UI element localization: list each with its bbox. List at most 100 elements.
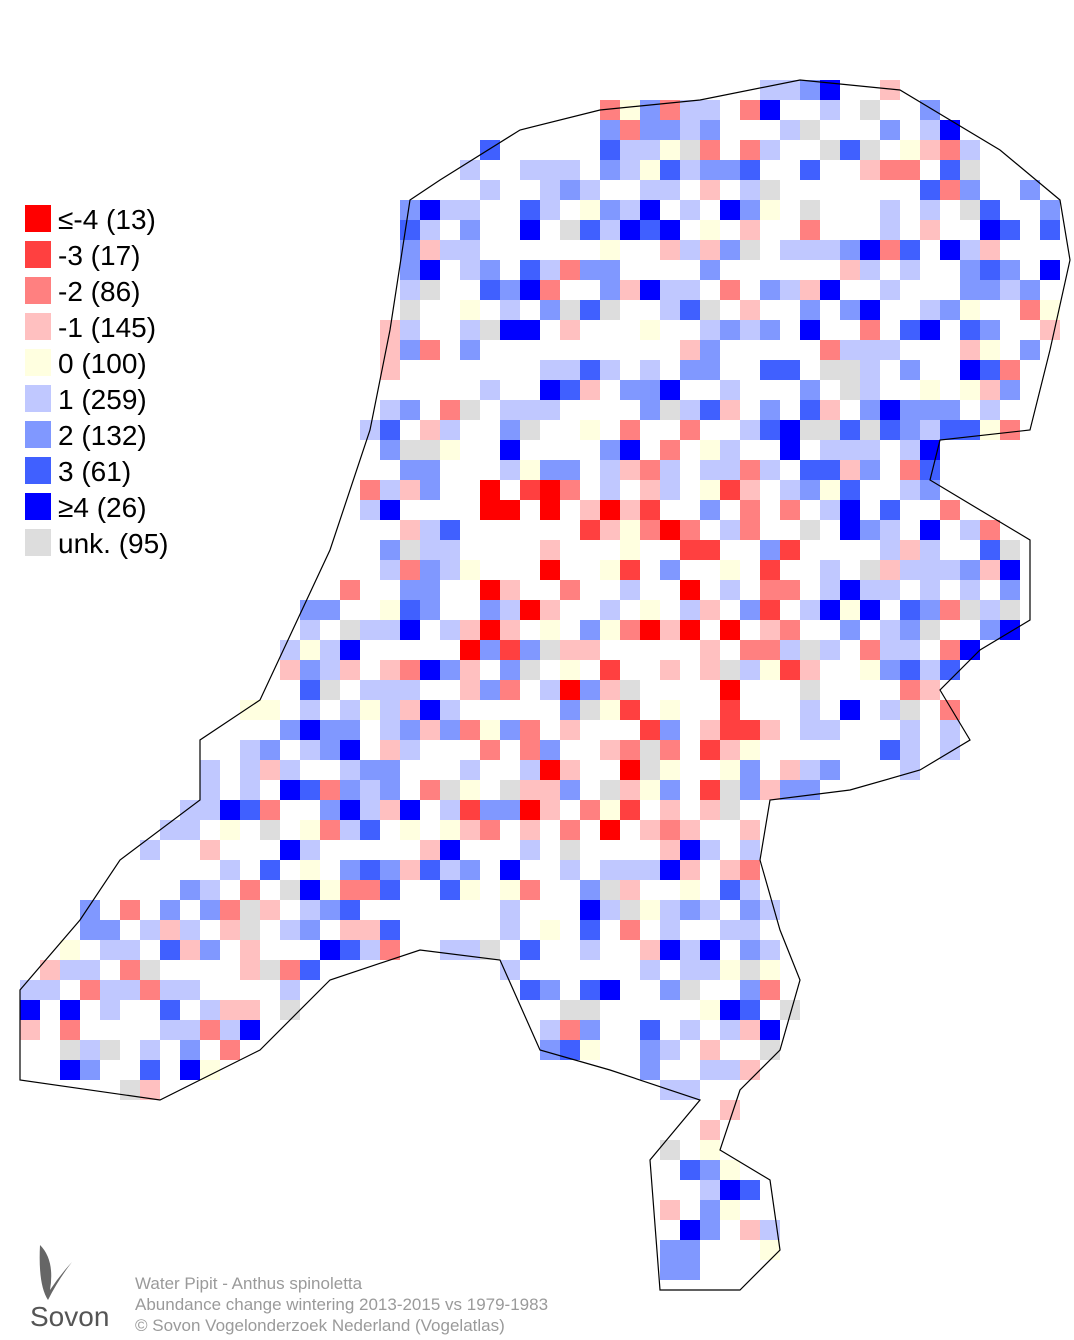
grid-cell bbox=[820, 440, 840, 460]
grid-cell bbox=[400, 860, 420, 880]
grid-cell bbox=[860, 440, 880, 460]
grid-cell bbox=[480, 800, 500, 820]
grid-cell bbox=[680, 340, 700, 360]
grid-cell bbox=[660, 160, 680, 180]
grid-cell bbox=[360, 760, 380, 780]
grid-cell bbox=[1040, 220, 1060, 240]
grid-cell bbox=[460, 880, 480, 900]
grid-cell bbox=[960, 160, 980, 180]
grid-cell bbox=[340, 860, 360, 880]
grid-cell bbox=[600, 860, 620, 880]
grid-cell bbox=[500, 400, 520, 420]
grid-cell bbox=[940, 420, 960, 440]
grid-cell bbox=[720, 720, 740, 740]
grid-cell bbox=[760, 600, 780, 620]
grid-cell bbox=[580, 900, 600, 920]
grid-cell bbox=[900, 540, 920, 560]
grid-cell bbox=[940, 120, 960, 140]
grid-cell bbox=[600, 880, 620, 900]
grid-cell bbox=[300, 700, 320, 720]
grid-cell bbox=[760, 460, 780, 480]
grid-cell bbox=[560, 360, 580, 380]
grid-cell bbox=[860, 400, 880, 420]
grid-cell bbox=[420, 460, 440, 480]
grid-cell bbox=[200, 1020, 220, 1040]
grid-cell bbox=[180, 920, 200, 940]
grid-cell bbox=[600, 500, 620, 520]
grid-cell bbox=[900, 760, 920, 780]
grid-cell bbox=[900, 620, 920, 640]
grid-cell bbox=[260, 760, 280, 780]
grid-cell bbox=[660, 940, 680, 960]
grid-cell bbox=[400, 240, 420, 260]
grid-cell bbox=[720, 580, 740, 600]
grid-cell bbox=[700, 480, 720, 500]
grid-cell bbox=[700, 400, 720, 420]
grid-cell bbox=[360, 680, 380, 700]
grid-cell bbox=[560, 160, 580, 180]
grid-cell bbox=[540, 1020, 560, 1040]
grid-cell bbox=[460, 620, 480, 640]
grid-cell bbox=[500, 660, 520, 680]
grid-cell bbox=[400, 400, 420, 420]
grid-cell bbox=[80, 1060, 100, 1080]
grid-cell bbox=[760, 1020, 780, 1040]
grid-cell bbox=[380, 600, 400, 620]
grid-cell bbox=[1040, 300, 1060, 320]
grid-cell bbox=[440, 620, 460, 640]
grid-cell bbox=[400, 560, 420, 580]
grid-cell bbox=[640, 400, 660, 420]
grid-cell bbox=[280, 960, 300, 980]
grid-cell bbox=[920, 560, 940, 580]
grid-cell bbox=[300, 620, 320, 640]
grid-cell bbox=[540, 1040, 560, 1060]
grid-cell bbox=[800, 760, 820, 780]
grid-cell bbox=[460, 560, 480, 580]
grid-cell bbox=[460, 160, 480, 180]
grid-cell bbox=[460, 860, 480, 880]
grid-cell bbox=[500, 780, 520, 800]
grid-cell bbox=[520, 420, 540, 440]
grid-cell bbox=[760, 780, 780, 800]
grid-cell bbox=[600, 440, 620, 460]
grid-cell bbox=[820, 280, 840, 300]
grid-cell bbox=[940, 660, 960, 680]
grid-cell bbox=[640, 360, 660, 380]
grid-cell bbox=[980, 380, 1000, 400]
grid-cell bbox=[220, 1040, 240, 1060]
grid-cell bbox=[620, 520, 640, 540]
grid-cell bbox=[700, 780, 720, 800]
grid-cell bbox=[560, 860, 580, 880]
grid-cell bbox=[600, 600, 620, 620]
grid-cell bbox=[840, 520, 860, 540]
grid-cell bbox=[640, 780, 660, 800]
grid-cell bbox=[380, 940, 400, 960]
grid-cell bbox=[980, 220, 1000, 240]
legend-swatch bbox=[25, 241, 51, 268]
grid-cell bbox=[780, 1000, 800, 1020]
grid-cell bbox=[400, 620, 420, 640]
grid-cell bbox=[760, 360, 780, 380]
grid-cell bbox=[240, 880, 260, 900]
grid-cell bbox=[980, 520, 1000, 540]
grid-cell bbox=[600, 240, 620, 260]
grid-cell bbox=[400, 700, 420, 720]
grid-cell bbox=[680, 1160, 700, 1180]
legend-swatch bbox=[25, 349, 51, 376]
grid-cell bbox=[760, 660, 780, 680]
grid-cell bbox=[660, 140, 680, 160]
grid-cell bbox=[40, 980, 60, 1000]
grid-cell bbox=[760, 640, 780, 660]
grid-cell bbox=[520, 280, 540, 300]
grid-cell bbox=[940, 740, 960, 760]
grid-cell bbox=[940, 140, 960, 160]
grid-cell bbox=[920, 220, 940, 240]
grid-cell bbox=[660, 700, 680, 720]
grid-cell bbox=[240, 1000, 260, 1020]
grid-cell bbox=[540, 380, 560, 400]
grid-cell bbox=[540, 980, 560, 1000]
grid-cell bbox=[500, 280, 520, 300]
grid-cell bbox=[820, 640, 840, 660]
grid-cell bbox=[720, 700, 740, 720]
grid-cell bbox=[740, 600, 760, 620]
